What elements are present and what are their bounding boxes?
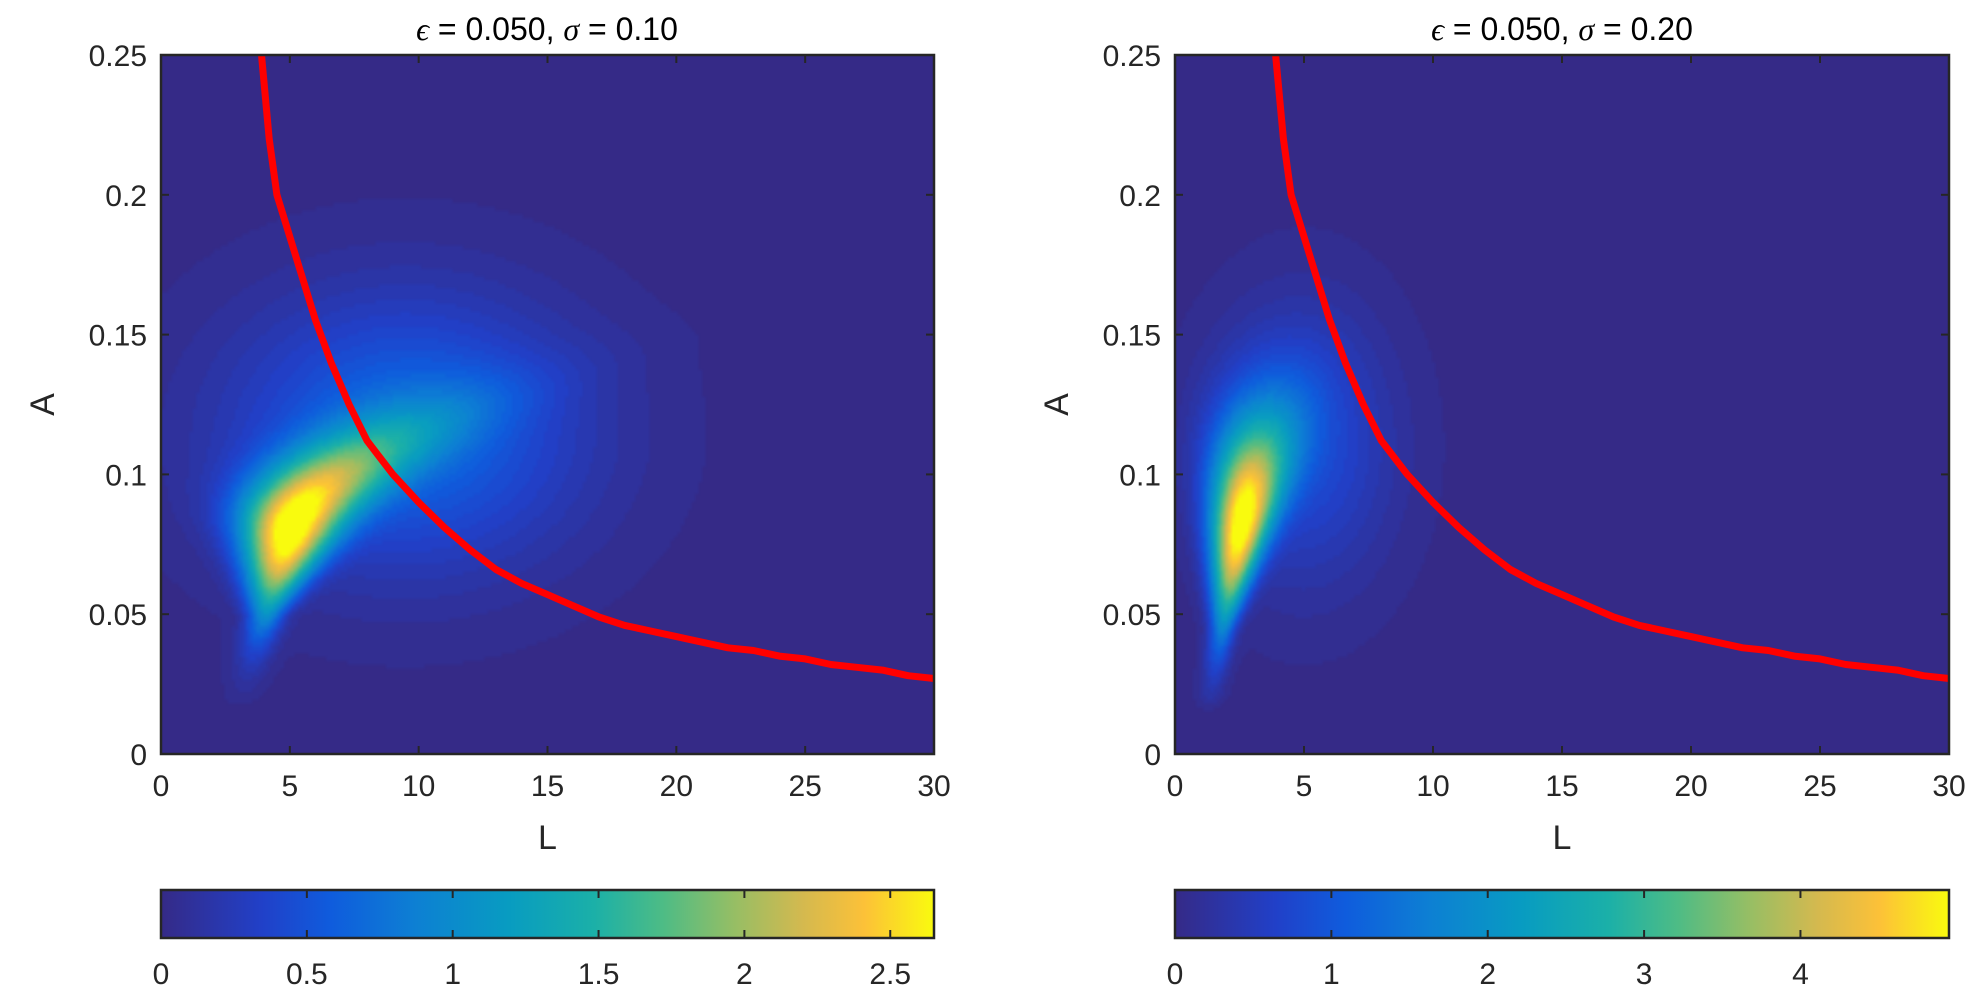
x-tick-label: 25 — [788, 770, 821, 803]
colorbar-tick-label: 0 — [1167, 958, 1184, 991]
title-sigma-symbol: σ — [1578, 11, 1595, 47]
x-tick-label: 5 — [1296, 770, 1313, 803]
title-sigma-value: = 0.10 — [579, 11, 678, 47]
title-sigma-value: = 0.20 — [1594, 11, 1693, 47]
colorbar-tick-label: 1 — [444, 958, 461, 991]
y-tick-label: 0 — [1144, 739, 1161, 772]
y-tick-label: 0.1 — [1119, 459, 1161, 492]
colorbar-gradient — [161, 890, 934, 938]
y-axis-title: A — [24, 393, 62, 416]
x-tick-label: 25 — [1803, 770, 1836, 803]
colorbar-tick-label: 1.5 — [578, 958, 620, 991]
title-epsilon-symbol: ϵ — [1431, 11, 1445, 47]
y-tick-label: 0.1 — [105, 459, 147, 492]
colorbar-tick-label: 2 — [1479, 958, 1496, 991]
heatmap-density — [1175, 55, 1949, 754]
y-tick-label: 0.15 — [1103, 320, 1161, 353]
x-tick-label: 15 — [531, 770, 564, 803]
title-sigma-symbol: σ — [563, 11, 580, 47]
x-tick-label: 20 — [1674, 770, 1707, 803]
y-tick-label: 0.05 — [89, 599, 147, 632]
title-epsilon-value: = 0.050, — [1444, 11, 1578, 47]
x-tick-label: 15 — [1545, 770, 1578, 803]
threshold-curve — [1272, 54, 1950, 682]
colorbar-frame — [1173, 888, 1951, 940]
colorbar-tick-label: 4 — [1792, 958, 1809, 991]
y-tick-label: 0.05 — [1103, 599, 1161, 632]
y-tick-label: 0.2 — [1119, 180, 1161, 213]
x-tick-label: 0 — [1167, 770, 1184, 803]
x-tick-label: 10 — [402, 770, 435, 803]
title-epsilon-symbol: ϵ — [416, 11, 430, 47]
x-axis-title: L — [538, 819, 557, 857]
x-tick-label: 5 — [281, 770, 298, 803]
x-tick-label: 20 — [660, 770, 693, 803]
x-axis-title: L — [1553, 819, 1572, 857]
colorbar-tick-label: 0 — [153, 958, 170, 991]
y-tick-label: 0 — [130, 739, 147, 772]
colorbar-tick-label: 3 — [1636, 958, 1653, 991]
colorbar-tick-label: 0.5 — [286, 958, 328, 991]
colorbar-tick-label: 2.5 — [869, 958, 911, 991]
x-tick-label: 30 — [1932, 770, 1965, 803]
x-tick-label: 30 — [917, 770, 950, 803]
x-tick-label: 10 — [1416, 770, 1449, 803]
y-tick-label: 0.15 — [89, 320, 147, 353]
plot-title: ϵ = 0.050, σ = 0.20 — [1431, 11, 1693, 47]
y-tick-label: 0.25 — [1103, 40, 1161, 73]
title-epsilon-value: = 0.050, — [429, 11, 563, 47]
y-tick-label: 0.25 — [89, 40, 147, 73]
plot-title: ϵ = 0.050, σ = 0.10 — [416, 11, 678, 47]
x-tick-label: 0 — [153, 770, 170, 803]
y-axis-title: A — [1038, 393, 1076, 416]
colorbar-tick-label: 1 — [1323, 958, 1340, 991]
heatmap-density — [161, 55, 934, 754]
colorbar-frame — [159, 888, 936, 940]
colorbar-tick-label: 2 — [736, 958, 753, 991]
colorbar-gradient — [1175, 890, 1949, 938]
threshold-curve — [258, 54, 935, 682]
y-tick-label: 0.2 — [105, 180, 147, 213]
